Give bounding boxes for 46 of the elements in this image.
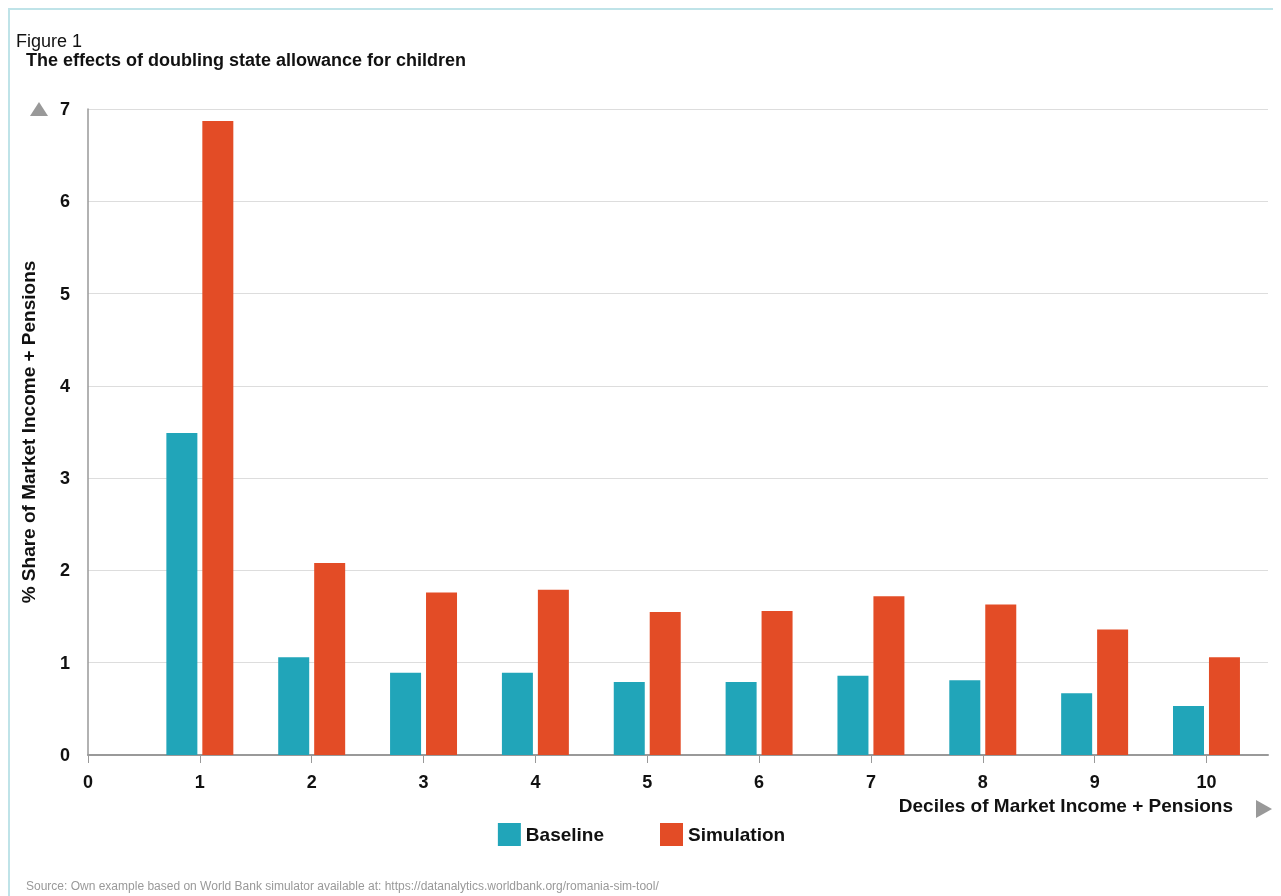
bar (1061, 693, 1093, 755)
bar (166, 432, 198, 755)
legend-label: Simulation (688, 824, 786, 845)
y-tick-label: 2 (59, 560, 70, 581)
bar (537, 589, 569, 755)
y-tick-label: 1 (59, 652, 70, 673)
x-tick-label: 5 (642, 772, 653, 792)
bar (278, 657, 310, 755)
bar (761, 611, 793, 755)
bar (426, 592, 458, 755)
bar (1097, 629, 1129, 755)
bar (837, 675, 869, 755)
y-tick-label: 4 (59, 375, 70, 396)
x-tick-label: 10 (1196, 772, 1217, 792)
x-tick-label: 6 (754, 772, 765, 792)
bar (1208, 657, 1240, 755)
chart-title: The effects of doubling state allowance for children (26, 50, 467, 70)
bar (949, 680, 981, 755)
bar (390, 672, 422, 755)
x-axis-title: Deciles of Market Income + Pensions (898, 795, 1234, 816)
x-tick-label: 4 (530, 772, 541, 792)
y-axis-title: % Share of Market Income + Pensions (18, 260, 39, 604)
x-tick-label: 0 (82, 772, 94, 792)
x-tick-label: 7 (865, 772, 876, 792)
x-tick-label: 9 (1089, 772, 1100, 792)
y-tick-label: 7 (59, 99, 70, 119)
y-tick-label: 5 (59, 283, 70, 304)
bar (985, 604, 1017, 755)
bar (314, 563, 346, 755)
bar (202, 121, 234, 755)
bar (873, 596, 905, 755)
y-tick-label: 3 (59, 468, 70, 489)
y-tick-label: 0 (59, 745, 70, 765)
x-tick-label: 8 (977, 772, 988, 792)
chart-subtitle: Figure 1 (16, 31, 83, 51)
x-tick-label: 1 (194, 772, 205, 792)
bar (1173, 706, 1204, 755)
bar (613, 682, 645, 755)
bar (725, 682, 757, 755)
bar (501, 672, 533, 755)
x-tick-label: 3 (418, 772, 429, 792)
x-tick-label: 2 (306, 772, 317, 792)
bar (649, 611, 681, 755)
y-tick-label: 6 (59, 191, 70, 212)
legend-label: Baseline (525, 824, 605, 845)
source-note: Source: Own example based on World Bank simulator available at: https://datanalytics.worldbank.org/romania-sim-tool/ (26, 879, 660, 893)
